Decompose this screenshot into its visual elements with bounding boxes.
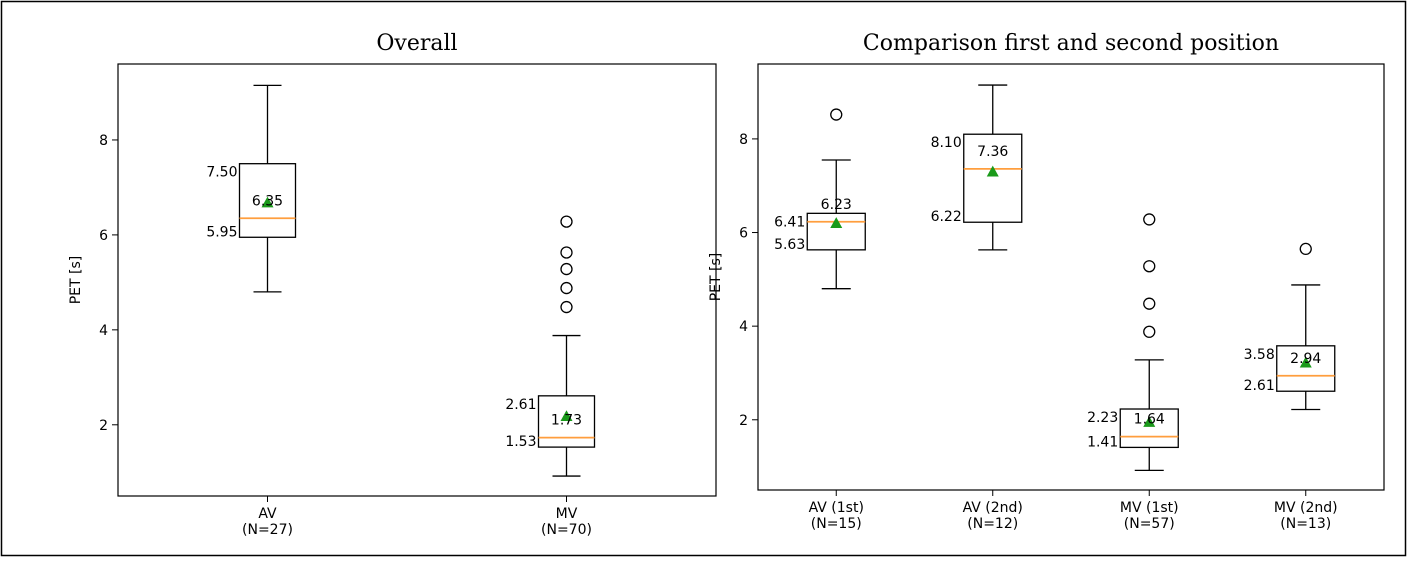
median-label: 2.94 (1290, 351, 1321, 367)
outlier-point (830, 108, 843, 121)
iqr-box (1119, 408, 1179, 449)
y-tick-label: 8 (99, 133, 108, 149)
q1-label: 2.61 (1244, 378, 1275, 394)
x-tick-sublabel: (N=57) (1124, 516, 1175, 532)
y-tick-label: 4 (99, 323, 108, 339)
y-tick-label: 2 (739, 413, 748, 429)
x-tick-label: AV (2nd) (963, 500, 1023, 516)
q3-label: 6.41 (774, 214, 805, 230)
y-tick-label: 8 (739, 132, 748, 148)
mean-marker (560, 410, 573, 422)
outlier-point (560, 215, 573, 228)
mean-marker (261, 196, 274, 208)
x-tick-sublabel: (N=70) (541, 522, 592, 538)
y-tick-label: 6 (99, 228, 108, 244)
x-tick-sublabel: (N=27) (242, 522, 293, 538)
y-axis-label: PET [s] (68, 256, 84, 305)
q3-label: 2.23 (1087, 410, 1118, 426)
box-group: 6.41 6.23 5.63 (774, 108, 866, 290)
median-label: 1.64 (1134, 412, 1165, 428)
iqr-box (963, 133, 1023, 223)
outlier-point (1143, 260, 1156, 273)
median-label: 1.73 (551, 413, 582, 429)
x-tick-label: MV (556, 506, 578, 522)
chart-panel-1: Overall PET [s] 2 4 6 8 AV(N=27) MV(N=70) 7.50 6.… (68, 31, 717, 538)
x-tick-label: MV (2nd) (1274, 500, 1338, 516)
mean-marker (986, 165, 999, 177)
y-tick-label: 6 (739, 226, 748, 242)
q1-label: 1.41 (1087, 434, 1118, 450)
box-group: 7.50 6.35 5.95 (206, 84, 297, 293)
q3-label: 8.10 (931, 135, 962, 151)
outlier-point (560, 300, 573, 314)
q3-label: 3.58 (1244, 347, 1275, 363)
q3-label: 7.50 (206, 165, 237, 181)
x-tick-sublabel: (N=15) (811, 516, 862, 532)
q1-label: 5.95 (206, 224, 237, 240)
median-label: 6.23 (821, 197, 852, 213)
outlier-point (1299, 242, 1312, 256)
outlier-point (560, 281, 573, 295)
axes-frame (757, 63, 1385, 491)
chart-panel-2: Comparison first and second position PET … (708, 31, 1385, 532)
q1-label: 6.22 (931, 209, 962, 225)
x-tick-sublabel: (N=13) (1280, 516, 1331, 532)
median-label: 7.36 (977, 144, 1008, 160)
y-axis-label: PET [s] (708, 253, 724, 302)
x-tick-label: AV (1st) (809, 500, 864, 516)
iqr-box (1276, 345, 1336, 392)
median-label: 6.35 (252, 193, 283, 209)
box-group: 2.23 1.64 1.41 (1087, 213, 1179, 471)
iqr-box (238, 163, 297, 238)
iqr-box (806, 212, 866, 251)
mean-marker (1143, 416, 1156, 427)
outlier-point (1143, 297, 1156, 310)
y-tick-label: 4 (739, 319, 748, 335)
outlier-point (1143, 325, 1156, 338)
outlier-point (1143, 213, 1156, 226)
mean-marker (830, 217, 843, 228)
axes-frame (117, 63, 717, 497)
chart-title: Comparison first and second position (863, 31, 1279, 56)
x-tick-sublabel: (N=12) (967, 516, 1018, 532)
outlier-point (560, 246, 573, 259)
mean-marker (1299, 356, 1312, 368)
chart-title: Overall (376, 31, 457, 56)
q1-label: 1.53 (505, 434, 536, 450)
x-tick-label: AV (258, 506, 277, 522)
box-group: 2.61 1.73 1.53 (505, 215, 596, 477)
box-group: 3.58 2.94 2.61 (1244, 242, 1336, 411)
x-tick-label: MV (1st) (1120, 500, 1179, 516)
outlier-point (560, 262, 573, 276)
box-group: 8.10 7.36 6.22 (931, 84, 1023, 251)
iqr-box (537, 395, 596, 448)
q3-label: 2.61 (505, 397, 536, 413)
q1-label: 5.63 (774, 237, 805, 253)
y-tick-label: 2 (99, 418, 108, 434)
